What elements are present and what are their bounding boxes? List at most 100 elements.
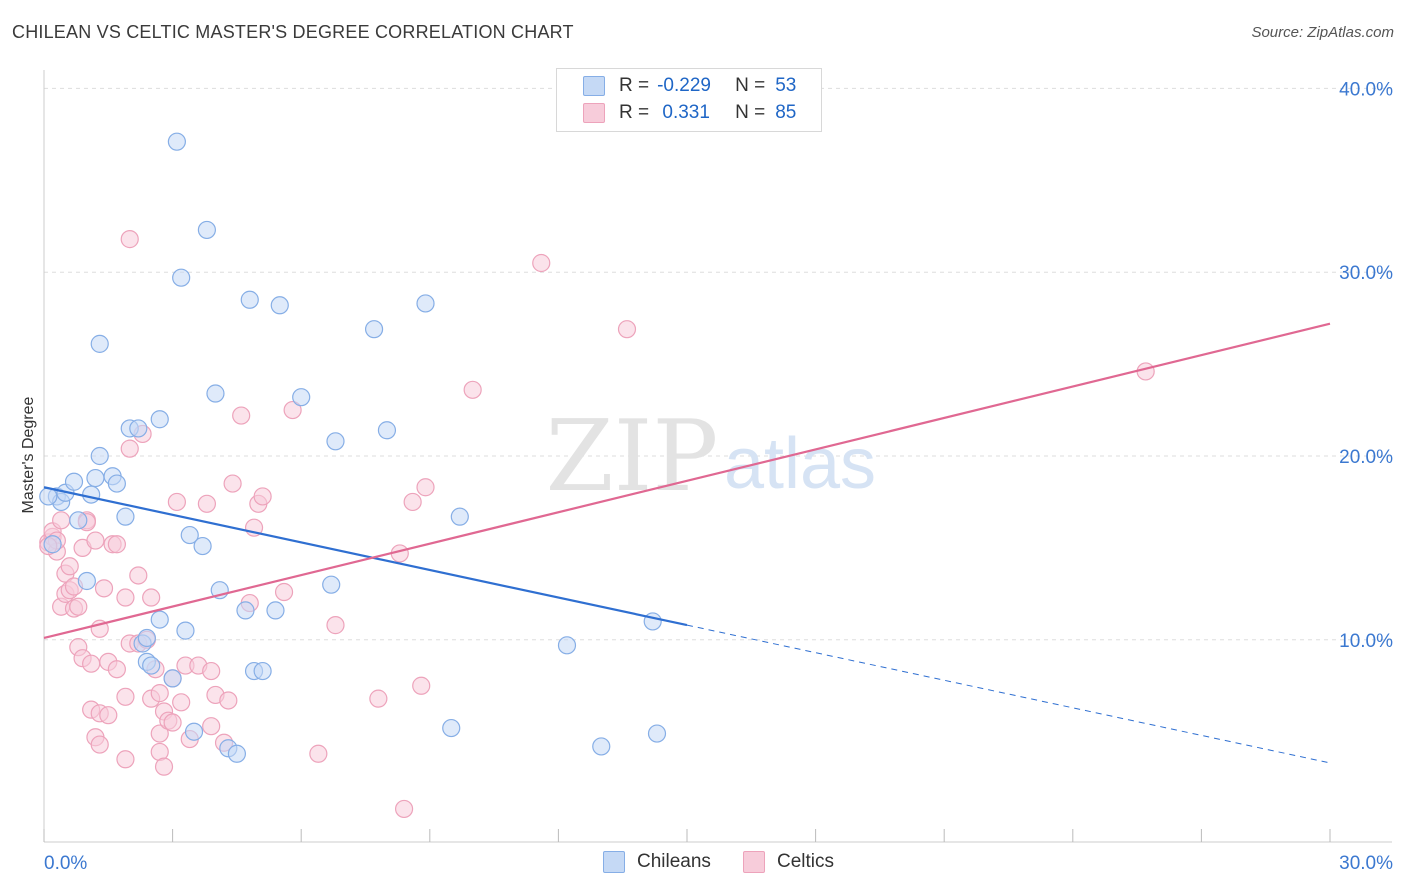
points-layer xyxy=(39,132,1155,819)
y-tick-label: 10.0% xyxy=(1339,631,1393,652)
legend-item-celtics: Celtics xyxy=(743,851,834,873)
celtic-point xyxy=(283,400,302,420)
chilean-point xyxy=(184,722,204,741)
chilean-point xyxy=(592,737,611,756)
celtic-point xyxy=(150,684,169,703)
celtic-point xyxy=(326,616,345,635)
celtics-legend-label: Celtics xyxy=(777,851,835,872)
celtic-point xyxy=(416,478,435,497)
chart-title: CHILEAN VS CELTIC MASTER'S DEGREE CORREL… xyxy=(12,22,574,42)
y-axis-title: Master's Degree xyxy=(20,396,37,514)
legend-row-chileans: R = -0.229 N = 53 xyxy=(583,74,796,98)
celtic-point xyxy=(120,439,139,458)
chilean-point xyxy=(450,507,469,526)
celtic-point xyxy=(219,691,238,710)
chilean-point xyxy=(364,320,384,339)
correlation-legend: R = -0.229 N = 53 R = 0.331 N = 85 xyxy=(556,68,822,132)
n-value: 85 xyxy=(775,102,797,123)
chilean-point xyxy=(197,220,216,240)
celtic-point xyxy=(394,799,414,819)
celtics-swatch xyxy=(583,103,605,123)
celtic-point xyxy=(142,588,161,607)
celtic-point xyxy=(163,713,182,732)
watermark-atlas: atlas xyxy=(724,424,876,504)
chilean-point xyxy=(107,474,126,493)
y-tick-label: 40.0% xyxy=(1339,79,1393,100)
chilean-point xyxy=(163,669,182,688)
chileans-trend-line xyxy=(43,486,688,627)
chilean-point xyxy=(377,421,397,440)
r-value: 0.331 xyxy=(657,102,710,123)
y-tick-label: 20.0% xyxy=(1339,447,1393,468)
chilean-point xyxy=(82,485,101,504)
celtic-point xyxy=(202,661,221,681)
chilean-point xyxy=(142,656,161,675)
chilean-point xyxy=(416,294,435,313)
chilean-point xyxy=(150,410,169,429)
celtics-trend-line xyxy=(43,322,1331,640)
celtic-point xyxy=(90,735,109,754)
chilean-point xyxy=(270,296,289,315)
chilean-point xyxy=(326,432,345,451)
chilean-point xyxy=(167,132,186,151)
legend-item-chileans: Chileans xyxy=(603,851,711,873)
celtic-point xyxy=(369,689,388,708)
chileans-trend-extension xyxy=(686,624,1331,764)
celtic-point xyxy=(202,717,221,736)
chileans-swatch xyxy=(583,76,605,96)
celtic-point xyxy=(274,582,294,602)
chilean-point xyxy=(253,661,272,681)
celtic-point xyxy=(60,557,79,576)
tick-label-layer: 10.0% 20.0% 30.0% 40.0% 0.0% 30.0% xyxy=(44,79,1393,874)
celtic-point xyxy=(116,687,135,706)
celtic-point xyxy=(86,531,105,550)
chilean-point xyxy=(64,472,84,491)
celtic-point xyxy=(532,253,551,273)
celtic-point xyxy=(52,511,71,530)
celtic-point xyxy=(309,744,328,763)
y-tick-label: 30.0% xyxy=(1339,263,1393,284)
chilean-point xyxy=(86,468,105,488)
chilean-point xyxy=(240,290,259,309)
celtic-point xyxy=(253,487,272,506)
chilean-point xyxy=(176,621,195,640)
chilean-point xyxy=(206,384,225,403)
watermark: ZIP atlas xyxy=(546,400,876,514)
celtic-point xyxy=(463,380,482,399)
n-label: N = xyxy=(735,102,766,123)
celtic-point xyxy=(172,693,191,712)
chilean-point xyxy=(557,636,577,655)
celtic-point xyxy=(167,492,186,512)
n-value: 53 xyxy=(775,75,797,96)
chilean-point xyxy=(266,601,285,620)
chilean-point xyxy=(227,744,246,763)
celtic-point xyxy=(197,494,216,513)
chilean-point xyxy=(180,525,199,545)
chilean-point xyxy=(172,268,191,287)
celtic-point xyxy=(150,724,169,743)
legend-row-celtics: R = 0.331 N = 85 xyxy=(583,101,796,125)
x-tick-label: 0.0% xyxy=(44,853,87,874)
celtic-point xyxy=(69,597,88,616)
celtic-point xyxy=(232,406,251,425)
chilean-point xyxy=(90,334,109,353)
chilean-point xyxy=(43,535,62,554)
celtic-point xyxy=(154,757,174,776)
chilean-point xyxy=(129,419,148,438)
chileans-legend-swatch xyxy=(603,851,625,873)
chilean-point xyxy=(236,601,255,620)
chilean-point xyxy=(150,610,169,629)
chileans-legend-label: Chileans xyxy=(637,851,711,872)
chilean-point xyxy=(116,507,135,526)
celtic-point xyxy=(82,654,101,673)
celtic-point xyxy=(617,320,637,339)
source-label: Source: ZipAtlas.com xyxy=(1251,24,1394,41)
chilean-point xyxy=(193,536,212,556)
n-label: N = xyxy=(735,75,766,96)
celtic-point xyxy=(116,750,135,769)
chilean-point xyxy=(322,575,341,594)
x-tick-label: 30.0% xyxy=(1339,853,1393,874)
celtic-point xyxy=(94,579,114,598)
trend-layer xyxy=(43,322,1331,764)
